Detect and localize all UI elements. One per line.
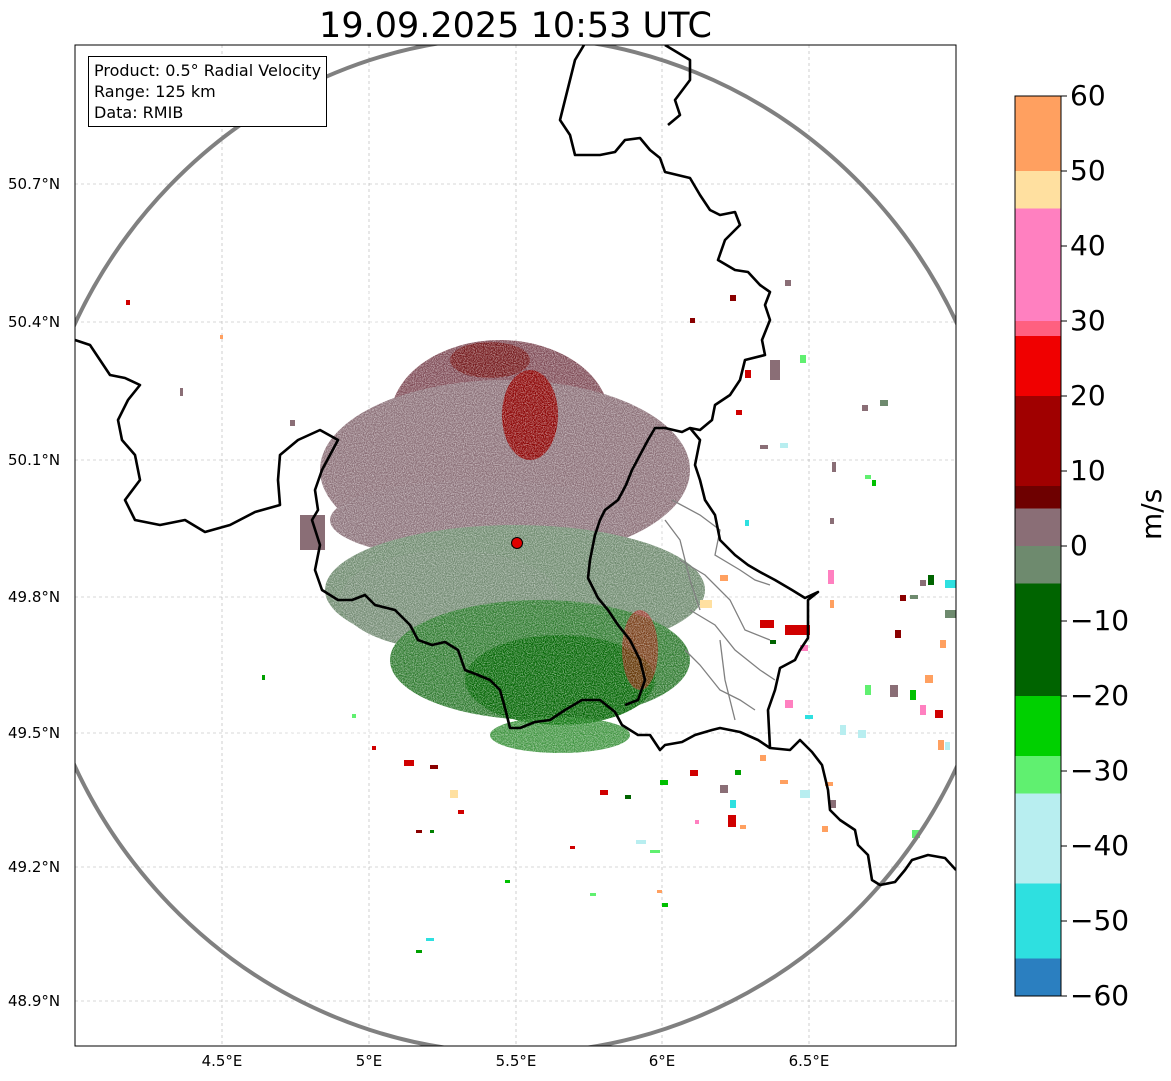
colorbar-tick-label: −30 <box>1070 754 1130 787</box>
colorbar-unit-label: m/s <box>1135 488 1168 540</box>
colorbar-band <box>1015 583 1061 696</box>
info-range: Range: 125 km <box>94 82 216 101</box>
lon-label-4-5: 4.5°E <box>201 1052 243 1070</box>
colorbar-band <box>1015 756 1061 794</box>
colorbar-band <box>1015 96 1061 171</box>
lat-label-50-7: 50.7°N <box>8 175 61 193</box>
colorbar-tick-label: 40 <box>1070 229 1106 262</box>
colorbar-tick-label: 20 <box>1070 379 1106 412</box>
admin-boundaries <box>664 499 776 721</box>
info-product: Product: 0.5° Radial Velocity <box>94 61 322 80</box>
map-frame <box>74 44 957 1047</box>
colorbar-band <box>1015 958 1061 996</box>
colorbar-band <box>1015 508 1061 546</box>
colorbar-band <box>1015 171 1061 209</box>
lat-label-48-9: 48.9°N <box>8 992 61 1010</box>
colorbar-tick-label: 60 <box>1070 79 1106 112</box>
colorbar-band <box>1015 321 1061 336</box>
colorbar-tick-label: −20 <box>1070 679 1130 712</box>
colorbar-tick-label: −50 <box>1070 904 1130 937</box>
lat-label-49-8: 49.8°N <box>8 588 61 606</box>
colorbar-band <box>1015 336 1061 396</box>
info-data: Data: RMIB <box>94 103 184 122</box>
lon-label-6-5: 6.5°E <box>788 1052 830 1070</box>
lat-label-49-2: 49.2°N <box>8 858 61 876</box>
country-borders <box>75 45 956 887</box>
colorbar-tick-label: 30 <box>1070 304 1106 337</box>
colorbar-tick-label: −10 <box>1070 604 1130 637</box>
colorbar-band <box>1015 546 1061 584</box>
colorbar-tickmarks <box>1061 95 1067 997</box>
colorbar-band <box>1015 208 1061 321</box>
radar-site-marker[interactable] <box>511 537 523 549</box>
colorbar-band <box>1015 793 1061 884</box>
lon-label-5: 5°E <box>355 1052 383 1070</box>
colorbar-tick-label: −60 <box>1070 979 1130 1012</box>
map-title: 19.09.2025 10:53 UTC <box>319 6 712 46</box>
colorbar-tick-label: 50 <box>1070 154 1106 187</box>
lat-label-49-5: 49.5°N <box>8 724 61 742</box>
colorbar-band <box>1015 696 1061 756</box>
lon-label-6: 6°E <box>648 1052 676 1070</box>
lat-label-50-1: 50.1°N <box>8 451 61 469</box>
lat-label-50-4: 50.4°N <box>8 313 61 331</box>
colorbar-tick-label: 10 <box>1070 454 1106 487</box>
colorbar-tick-label: 0 <box>1070 529 1088 562</box>
colorbar-band <box>1015 486 1061 509</box>
colorbar-tick-label: −40 <box>1070 829 1130 862</box>
colorbar-band <box>1015 396 1061 486</box>
lon-label-5-5: 5.5°E <box>495 1052 537 1070</box>
product-info-box: Product: 0.5° Radial Velocity Range: 125… <box>88 56 328 127</box>
colorbar-band <box>1015 883 1061 959</box>
colorbar <box>1015 96 1061 996</box>
radar-velocity-field <box>126 280 956 953</box>
